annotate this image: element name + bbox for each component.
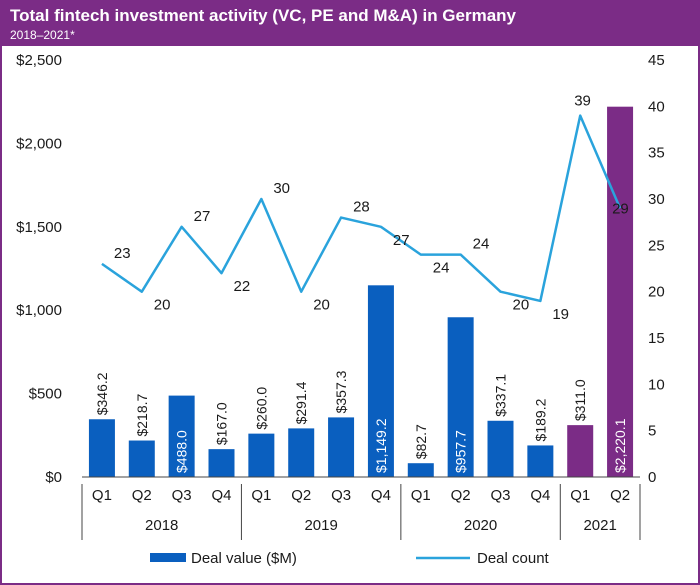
y-left-tick-label: $1,500 bbox=[16, 219, 62, 236]
x-tick-label: Q4 bbox=[530, 487, 550, 504]
bar-value-label: $218.7 bbox=[134, 393, 150, 436]
bar-value-label: $357.3 bbox=[333, 370, 349, 413]
y-left-tick-label: $0 bbox=[45, 469, 62, 486]
x-tick-label: Q2 bbox=[451, 487, 471, 504]
bar-deal-value bbox=[367, 285, 394, 477]
bar-deal-value bbox=[607, 106, 634, 477]
deal-count-label: 30 bbox=[273, 180, 290, 197]
bar-deal-value bbox=[407, 463, 434, 477]
chart-header: Total fintech investment activity (VC, P… bbox=[2, 2, 698, 46]
x-tick-label: Q4 bbox=[211, 487, 231, 504]
bar-value-label: $167.0 bbox=[214, 402, 230, 445]
y-right-tick-label: 5 bbox=[648, 423, 656, 440]
deal-count-label: 20 bbox=[513, 297, 530, 314]
bar-value-label: $488.0 bbox=[174, 430, 190, 473]
y-left-tick-label: $500 bbox=[29, 386, 62, 403]
y-right-tick-label: 10 bbox=[648, 376, 665, 393]
x-tick-label: Q3 bbox=[331, 487, 351, 504]
deal-count-label: 19 bbox=[552, 306, 569, 323]
deal-count-label: 24 bbox=[433, 260, 450, 277]
deal-count-label: 29 bbox=[612, 200, 629, 217]
bar-value-label: $291.4 bbox=[293, 381, 309, 424]
legend-line-label: Deal count bbox=[477, 550, 550, 567]
bar-deal-value bbox=[447, 317, 474, 477]
y-left-tick-label: $1,000 bbox=[16, 302, 62, 319]
bar-value-label: $346.2 bbox=[94, 372, 110, 415]
deal-count-label: 39 bbox=[574, 93, 591, 110]
bar-value-label: $957.7 bbox=[453, 430, 469, 473]
year-label: 2020 bbox=[464, 517, 497, 534]
bar-value-label: $1,149.2 bbox=[373, 418, 389, 473]
y-right-tick-label: 45 bbox=[648, 52, 665, 69]
chart-title: Total fintech investment activity (VC, P… bbox=[10, 6, 516, 25]
bar-deal-value bbox=[88, 419, 115, 477]
deal-count-label: 24 bbox=[473, 236, 490, 253]
bar-deal-value bbox=[208, 449, 235, 477]
x-tick-label: Q3 bbox=[172, 487, 192, 504]
bar-deal-value bbox=[487, 420, 514, 477]
x-tick-label: Q2 bbox=[291, 487, 311, 504]
deal-count-label: 22 bbox=[234, 278, 251, 295]
x-tick-label: Q2 bbox=[132, 487, 152, 504]
deal-count-label: 20 bbox=[313, 297, 330, 314]
chart-subtitle: 2018–2021* bbox=[10, 28, 75, 42]
y-left-tick-label: $2,000 bbox=[16, 135, 62, 152]
y-right-tick-label: 35 bbox=[648, 145, 665, 162]
x-tick-label: Q1 bbox=[570, 487, 590, 504]
y-left-tick-label: $2,500 bbox=[16, 52, 62, 69]
deal-count-label: 20 bbox=[154, 297, 171, 314]
bar-value-label: $82.7 bbox=[413, 424, 429, 459]
bar-deal-value bbox=[567, 425, 594, 477]
bar-deal-value bbox=[168, 395, 195, 477]
bar-deal-value bbox=[288, 428, 315, 477]
year-label: 2018 bbox=[145, 517, 178, 534]
bar-deal-value bbox=[527, 445, 554, 477]
y-right-tick-label: 0 bbox=[648, 469, 656, 486]
y-right-tick-label: 20 bbox=[648, 284, 665, 301]
x-tick-label: Q1 bbox=[92, 487, 112, 504]
bar-deal-value bbox=[248, 433, 275, 477]
x-tick-label: Q4 bbox=[371, 487, 391, 504]
deal-count-line bbox=[101, 114, 622, 303]
year-label: 2019 bbox=[304, 517, 337, 534]
deal-count-label: 27 bbox=[393, 232, 410, 249]
legend-bar-swatch bbox=[150, 553, 186, 562]
bar-value-label: $337.1 bbox=[493, 374, 509, 417]
legend-bar-label: Deal value ($M) bbox=[191, 550, 297, 567]
x-tick-label: Q2 bbox=[610, 487, 630, 504]
x-tick-label: Q3 bbox=[490, 487, 510, 504]
x-tick-label: Q1 bbox=[411, 487, 431, 504]
bar-deal-value bbox=[328, 417, 355, 477]
bar-value-label: $311.0 bbox=[572, 379, 588, 421]
bar-value-label: $189.2 bbox=[532, 398, 548, 441]
bar-value-label: $260.0 bbox=[253, 387, 269, 430]
y-right-tick-label: 30 bbox=[648, 191, 665, 208]
y-right-tick-label: 40 bbox=[648, 98, 665, 115]
bar-deal-value bbox=[128, 440, 155, 477]
x-tick-label: Q1 bbox=[251, 487, 271, 504]
y-right-tick-label: 15 bbox=[648, 330, 665, 347]
deal-count-label: 27 bbox=[194, 208, 211, 225]
deal-count-label: 23 bbox=[114, 245, 131, 262]
year-label: 2021 bbox=[583, 517, 616, 534]
bar-value-label: $2,220.1 bbox=[612, 418, 628, 473]
y-right-tick-label: 25 bbox=[648, 237, 665, 254]
deal-count-label: 28 bbox=[353, 199, 370, 216]
